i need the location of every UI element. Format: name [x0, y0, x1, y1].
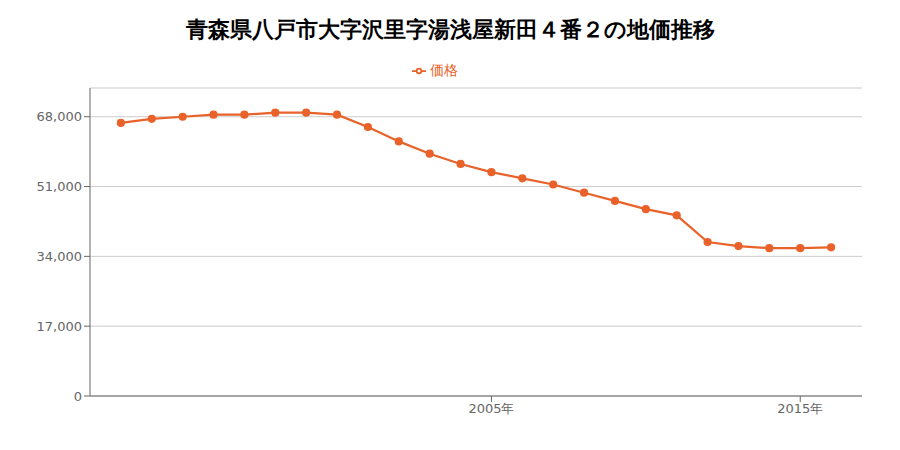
- html-text:価格: 価格: [430, 62, 458, 78]
- svg-text:0: 0: [74, 389, 82, 404]
- svg-text:2015年: 2015年: [777, 401, 823, 416]
- svg-text:51,000: 51,000: [37, 179, 83, 194]
- svg-text:2005年: 2005年: [468, 401, 514, 416]
- svg-text:68,000: 68,000: [37, 109, 83, 124]
- svg-text:17,000: 17,000: [37, 319, 83, 334]
- html-text:青森県八戸市大字沢里字湯浅屋新田４番２の地価推移: 青森県八戸市大字沢里字湯浅屋新田４番２の地価推移: [185, 17, 715, 42]
- svg-text:34,000: 34,000: [37, 249, 83, 264]
